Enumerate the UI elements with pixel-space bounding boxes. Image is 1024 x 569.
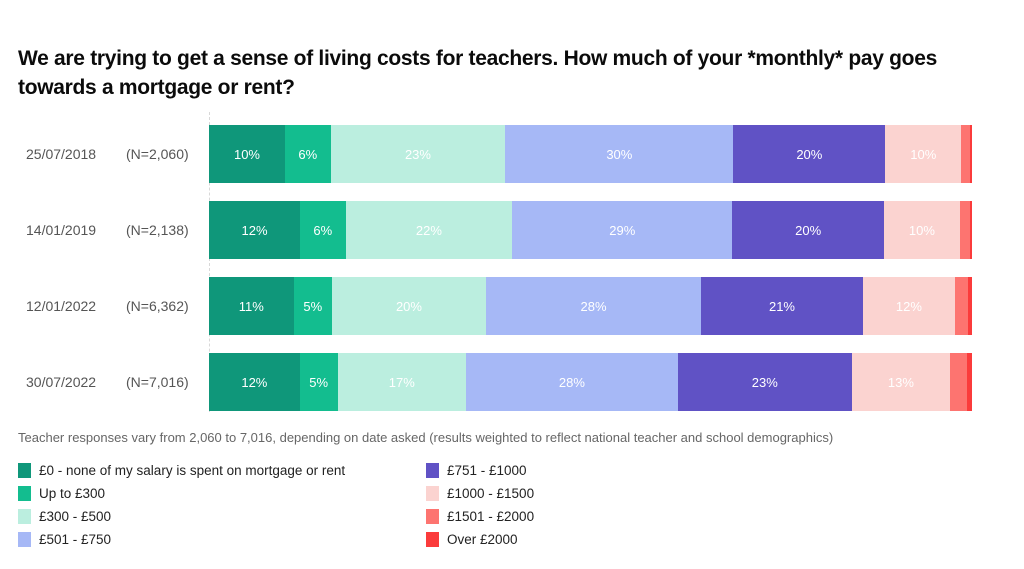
legend-swatch-icon	[18, 462, 31, 478]
legend-label: £0 - none of my salary is spent on mortg…	[39, 462, 346, 478]
bar-segment	[968, 277, 972, 335]
bar-segment: 10%	[885, 125, 962, 183]
row-sample-size: (N=2,060)	[126, 146, 189, 162]
bar-segment: 5%	[299, 353, 338, 411]
bar-segment: 21%	[701, 277, 863, 335]
bar-segment: 12%	[862, 277, 956, 335]
chart-legend: £0 - none of my salary is spent on mortg…	[18, 460, 618, 560]
bar-segment: 28%	[466, 353, 678, 411]
legend-swatch-icon	[18, 485, 31, 501]
legend-label: Over £2000	[447, 531, 518, 547]
legend-item: £501 - £750	[18, 529, 111, 549]
bar-row: 25/07/2018 (N=2,060) 10% 6% 23% 30% 20% 10%	[0, 125, 1024, 183]
stacked-bar: 10% 6% 23% 30% 20% 10%	[209, 125, 972, 183]
legend-item: Up to £300	[18, 483, 105, 503]
stacked-bar: 11% 5% 20% 28% 21% 12%	[209, 277, 972, 335]
legend-label: £751 - £1000	[447, 462, 527, 478]
bar-segment: 5%	[293, 277, 333, 335]
legend-item: £300 - £500	[18, 506, 111, 526]
legend-label: £1501 - £2000	[447, 508, 535, 524]
bar-row: 14/01/2019 (N=2,138) 12% 6% 22% 29% 20% 10%	[0, 201, 1024, 259]
legend-label: £1000 - £1500	[447, 485, 535, 501]
chart-title: We are trying to get a sense of living c…	[18, 47, 937, 99]
legend-item: £1000 - £1500	[426, 483, 534, 503]
bar-segment: 23%	[330, 125, 506, 183]
axis-baseline	[209, 112, 210, 412]
bar-segment: 30%	[505, 125, 734, 183]
row-sample-size: (N=6,362)	[126, 298, 189, 314]
bar-row: 12/01/2022 (N=6,362) 11% 5% 20% 28% 21% 12%	[0, 277, 1024, 335]
bar-segment: 12%	[209, 353, 300, 411]
bar-segment	[950, 353, 967, 411]
bar-segment: 6%	[284, 125, 331, 183]
bar-segment	[966, 353, 972, 411]
row-date-label: 30/07/2022	[26, 374, 97, 390]
legend-swatch-icon	[426, 508, 439, 524]
legend-item: £1501 - £2000	[426, 506, 534, 526]
bar-segment: 29%	[512, 201, 733, 259]
bar-segment	[955, 277, 969, 335]
bar-segment: 13%	[851, 353, 951, 411]
bar-segment: 23%	[677, 353, 852, 411]
legend-item: £0 - none of my salary is spent on mortg…	[18, 460, 345, 480]
bar-segment: 11%	[209, 277, 294, 335]
bar-segment	[969, 201, 972, 259]
bar-segment: 20%	[733, 125, 886, 183]
bar-segment: 20%	[332, 277, 486, 335]
bar-row: 30/07/2022 (N=7,016) 12% 5% 17% 28% 23% 13%	[0, 353, 1024, 411]
legend-swatch-icon	[18, 531, 31, 547]
row-sample-size: (N=2,138)	[126, 222, 189, 238]
legend-label: £501 - £750	[39, 531, 112, 547]
bar-segment: 22%	[345, 201, 513, 259]
bar-segment	[959, 201, 970, 259]
legend-item: £751 - £1000	[426, 460, 527, 480]
bar-segment: 17%	[337, 353, 467, 411]
row-date-label: 14/01/2019	[26, 222, 97, 238]
legend-swatch-icon	[426, 462, 439, 478]
bar-segment	[961, 125, 971, 183]
row-date-label: 12/01/2022	[26, 298, 97, 314]
stacked-bar: 12% 6% 22% 29% 20% 10%	[209, 201, 972, 259]
legend-swatch-icon	[18, 508, 31, 524]
stacked-bar: 12% 5% 17% 28% 23% 13%	[209, 353, 972, 411]
bar-segment: 10%	[883, 201, 960, 259]
legend-item: Over £2000	[426, 529, 518, 549]
legend-label: £300 - £500	[39, 508, 112, 524]
bar-segment: 20%	[732, 201, 884, 259]
bar-segment: 28%	[485, 277, 702, 335]
legend-label: Up to £300	[39, 485, 106, 501]
row-sample-size: (N=7,016)	[126, 374, 189, 390]
legend-swatch-icon	[426, 531, 439, 547]
bar-segment: 6%	[300, 201, 346, 259]
bar-segment	[970, 125, 972, 183]
bar-segment: 12%	[209, 201, 300, 259]
row-date-label: 25/07/2018	[26, 146, 97, 162]
bar-segment: 10%	[209, 125, 285, 183]
chart-footnote: Teacher responses vary from 2,060 to 7,0…	[18, 430, 834, 445]
legend-swatch-icon	[426, 485, 439, 501]
